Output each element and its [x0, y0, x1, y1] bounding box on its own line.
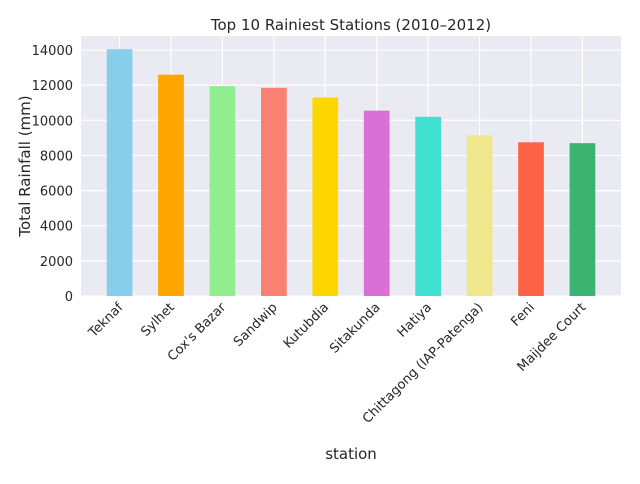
x-axis-label: station — [325, 445, 377, 463]
x-tick-label: Kutubdia — [281, 300, 332, 351]
x-tick-label: Hatiya — [395, 300, 435, 340]
y-axis-ticks: 0 2000 4000 6000 8000 10000 12000 14000 — [32, 44, 73, 305]
bar — [106, 49, 133, 296]
y-tick-label: 6000 — [40, 185, 73, 200]
x-tick-label: Feni — [508, 300, 537, 329]
y-axis-label: Total Rainfall (mm) — [16, 95, 34, 237]
bar — [312, 97, 339, 297]
bar — [569, 143, 596, 296]
y-tick-label: 0 — [65, 290, 73, 305]
x-tick-label: Sitakunda — [327, 300, 383, 356]
bar — [158, 74, 184, 296]
bar — [518, 142, 544, 296]
bar — [261, 87, 287, 296]
bar — [415, 116, 441, 296]
x-tick-label: Sandwip — [231, 300, 281, 350]
bar — [209, 86, 236, 296]
chart-title: Top 10 Rainiest Stations (2010–2012) — [210, 16, 491, 34]
y-tick-label: 12000 — [32, 79, 73, 94]
bar — [363, 110, 390, 296]
y-tick-label: 8000 — [40, 149, 73, 164]
x-tick-label: Sylhet — [138, 300, 178, 340]
y-tick-label: 4000 — [40, 220, 73, 235]
bars — [106, 49, 596, 297]
bar — [466, 135, 493, 296]
y-tick-label: 14000 — [32, 44, 73, 59]
x-tick-label: Teknaf — [85, 300, 126, 341]
y-tick-label: 2000 — [40, 255, 73, 270]
y-tick-label: 10000 — [32, 114, 73, 129]
